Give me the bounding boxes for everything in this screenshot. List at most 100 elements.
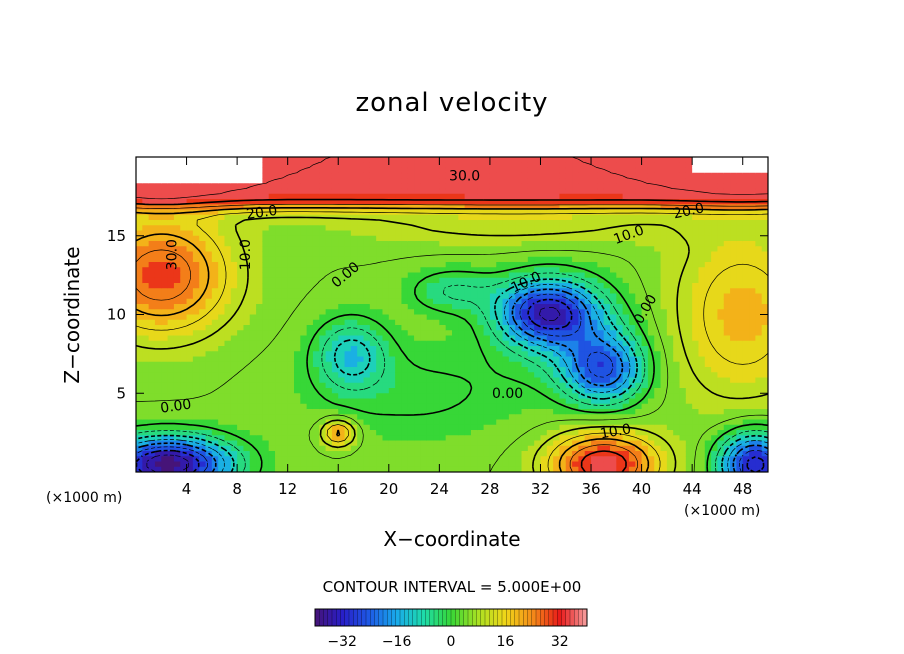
field-cell bbox=[161, 298, 169, 305]
field-cell bbox=[306, 403, 314, 410]
field-cell bbox=[338, 435, 346, 442]
field-cell bbox=[401, 256, 409, 263]
field-cell bbox=[641, 335, 649, 342]
field-cell bbox=[527, 377, 535, 384]
field-cell bbox=[527, 382, 535, 389]
field-cell bbox=[186, 414, 194, 421]
field-cell bbox=[205, 214, 213, 221]
field-cell bbox=[578, 199, 586, 205]
field-cell bbox=[199, 183, 207, 190]
field-cell bbox=[350, 157, 358, 163]
field-cell bbox=[268, 209, 276, 216]
field-cell bbox=[199, 451, 207, 457]
field-cell bbox=[331, 225, 339, 232]
field-cell bbox=[192, 193, 200, 200]
field-cell bbox=[192, 372, 200, 379]
field-cell bbox=[275, 435, 282, 442]
field-cell bbox=[357, 225, 365, 232]
field-cell bbox=[237, 319, 245, 326]
field-cell bbox=[256, 393, 263, 400]
field-cell bbox=[578, 178, 586, 184]
field-cell bbox=[319, 440, 327, 447]
field-cell bbox=[635, 283, 643, 289]
field-cell bbox=[407, 183, 415, 190]
field-cell bbox=[610, 382, 617, 389]
field-cell bbox=[508, 382, 516, 389]
field-cell bbox=[363, 188, 371, 195]
field-cell bbox=[275, 377, 282, 384]
field-cell bbox=[319, 346, 327, 352]
field-cell bbox=[496, 288, 504, 295]
field-cell bbox=[338, 309, 346, 316]
field-cell bbox=[173, 346, 181, 352]
field-cell bbox=[559, 382, 567, 389]
field-cell bbox=[230, 225, 238, 232]
field-cell bbox=[546, 246, 554, 253]
field-cell bbox=[433, 419, 440, 426]
field-cell bbox=[578, 451, 586, 457]
field-cell bbox=[325, 393, 333, 400]
field-cell bbox=[439, 388, 447, 394]
field-cell bbox=[635, 172, 643, 179]
field-cell bbox=[616, 451, 624, 457]
field-cell bbox=[521, 419, 529, 426]
field-cell bbox=[426, 377, 434, 384]
field-cell bbox=[249, 330, 257, 337]
field-cell bbox=[363, 183, 371, 190]
field-cell bbox=[376, 183, 384, 190]
field-cell bbox=[647, 199, 655, 205]
field-cell bbox=[401, 356, 409, 363]
field-cell bbox=[205, 256, 213, 263]
field-cell bbox=[249, 319, 257, 326]
field-cell bbox=[325, 183, 333, 190]
field-cell bbox=[243, 193, 251, 200]
field-cell bbox=[243, 230, 251, 237]
field-cell bbox=[395, 183, 403, 190]
field-cell bbox=[610, 351, 617, 358]
field-cell bbox=[306, 430, 314, 436]
field-cell bbox=[344, 230, 352, 237]
field-cell bbox=[420, 183, 428, 190]
field-cell bbox=[616, 335, 624, 342]
field-cell bbox=[350, 283, 358, 289]
field-cell bbox=[395, 288, 403, 295]
field-cell bbox=[572, 314, 579, 321]
field-cell bbox=[610, 461, 617, 468]
field-cell bbox=[281, 314, 289, 321]
field-cell bbox=[426, 461, 434, 468]
field-cell bbox=[452, 356, 459, 363]
field-cell bbox=[148, 314, 156, 321]
field-cell bbox=[180, 214, 188, 221]
field-cell bbox=[331, 419, 339, 426]
field-cell bbox=[515, 372, 523, 379]
field-cell bbox=[414, 162, 421, 169]
field-cell bbox=[268, 319, 276, 326]
field-cell bbox=[603, 451, 611, 457]
field-cell bbox=[584, 235, 592, 242]
field-cell bbox=[420, 298, 428, 305]
field-cell bbox=[211, 309, 219, 316]
field-cell bbox=[610, 193, 617, 200]
field-cell bbox=[565, 440, 573, 447]
field-cell bbox=[218, 167, 226, 174]
field-cell bbox=[559, 403, 567, 410]
field-cell bbox=[647, 304, 655, 310]
field-cell bbox=[584, 403, 592, 410]
field-cell bbox=[256, 367, 263, 373]
field-cell bbox=[483, 440, 491, 447]
field-cell bbox=[591, 388, 598, 394]
field-cell bbox=[597, 178, 605, 184]
field-cell bbox=[142, 167, 150, 174]
field-cell bbox=[458, 377, 466, 384]
field-cell bbox=[363, 204, 371, 211]
field-cell bbox=[610, 340, 617, 347]
field-cell bbox=[224, 445, 232, 452]
field-cell bbox=[420, 256, 428, 263]
field-cell bbox=[553, 277, 561, 284]
field-cell bbox=[616, 230, 624, 237]
field-cell bbox=[534, 319, 542, 326]
field-cell bbox=[496, 451, 504, 457]
field-cell bbox=[243, 246, 251, 253]
field-cell bbox=[192, 235, 200, 242]
field-cell bbox=[647, 298, 655, 305]
